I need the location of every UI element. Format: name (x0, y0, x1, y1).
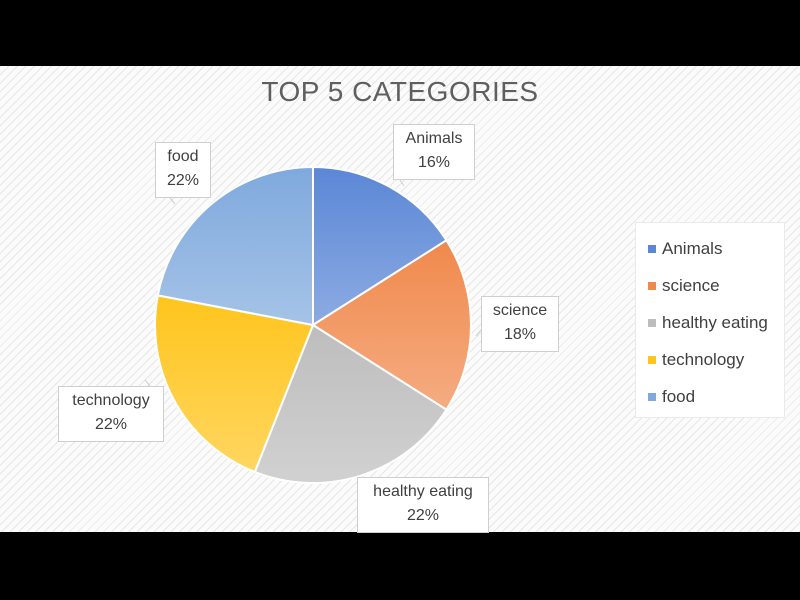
data-label-healthy-eating: healthy eating 22% (357, 477, 489, 533)
legend-swatch-animals (648, 245, 656, 253)
pie-slice-animals (312, 165, 448, 327)
legend-label-technology: technology (662, 350, 745, 369)
leader-line (169, 197, 176, 205)
chart-legend: Animals science healthy eating technolog… (635, 222, 785, 418)
data-label-food-value: 22% (166, 172, 200, 189)
data-label-food: food 22% (155, 142, 211, 198)
chart-title: TOP 5 CATEGORIES (261, 76, 539, 107)
leader-line (399, 179, 405, 187)
legend-item-healthy-eating: healthy eating (636, 307, 784, 344)
pie-slice-science (311, 238, 472, 412)
pie-slice-healthy-eating (253, 323, 448, 484)
legend-swatch-healthy-eating (648, 319, 656, 327)
legend-label-science: science (662, 276, 720, 295)
legend-item-science: science (636, 270, 784, 307)
leader-line (475, 329, 482, 337)
data-label-science-name: science (492, 302, 548, 319)
data-label-science: science 18% (481, 296, 559, 352)
legend-swatch-food (648, 393, 656, 401)
leader-line (144, 379, 151, 387)
data-label-healthy-eating-value: 22% (406, 507, 440, 524)
data-label-science-value: 18% (503, 326, 537, 343)
legend-label-food: food (662, 387, 696, 406)
legend-item-technology: technology (636, 344, 784, 381)
data-label-healthy-eating-name: healthy eating (373, 483, 473, 500)
legend-label-animals: Animals (662, 239, 723, 258)
data-label-technology: technology 22% (58, 386, 164, 442)
legend-label-healthy-eating: healthy eating (662, 313, 768, 332)
data-label-animals: Animals 16% (393, 124, 475, 180)
data-label-technology-value: 22% (94, 416, 128, 433)
pie-slice-food (156, 165, 314, 327)
legend-item-food: food (636, 381, 784, 418)
legend-item-animals: Animals (636, 233, 784, 270)
pie-slice-technology (154, 294, 315, 474)
data-label-animals-value: 16% (417, 154, 451, 171)
legend-swatch-science (648, 282, 656, 290)
data-label-technology-name: technology (72, 392, 150, 409)
legend-swatch-technology (648, 356, 656, 364)
data-label-food-name: food (167, 148, 199, 165)
data-label-animals-name: Animals (405, 130, 463, 147)
